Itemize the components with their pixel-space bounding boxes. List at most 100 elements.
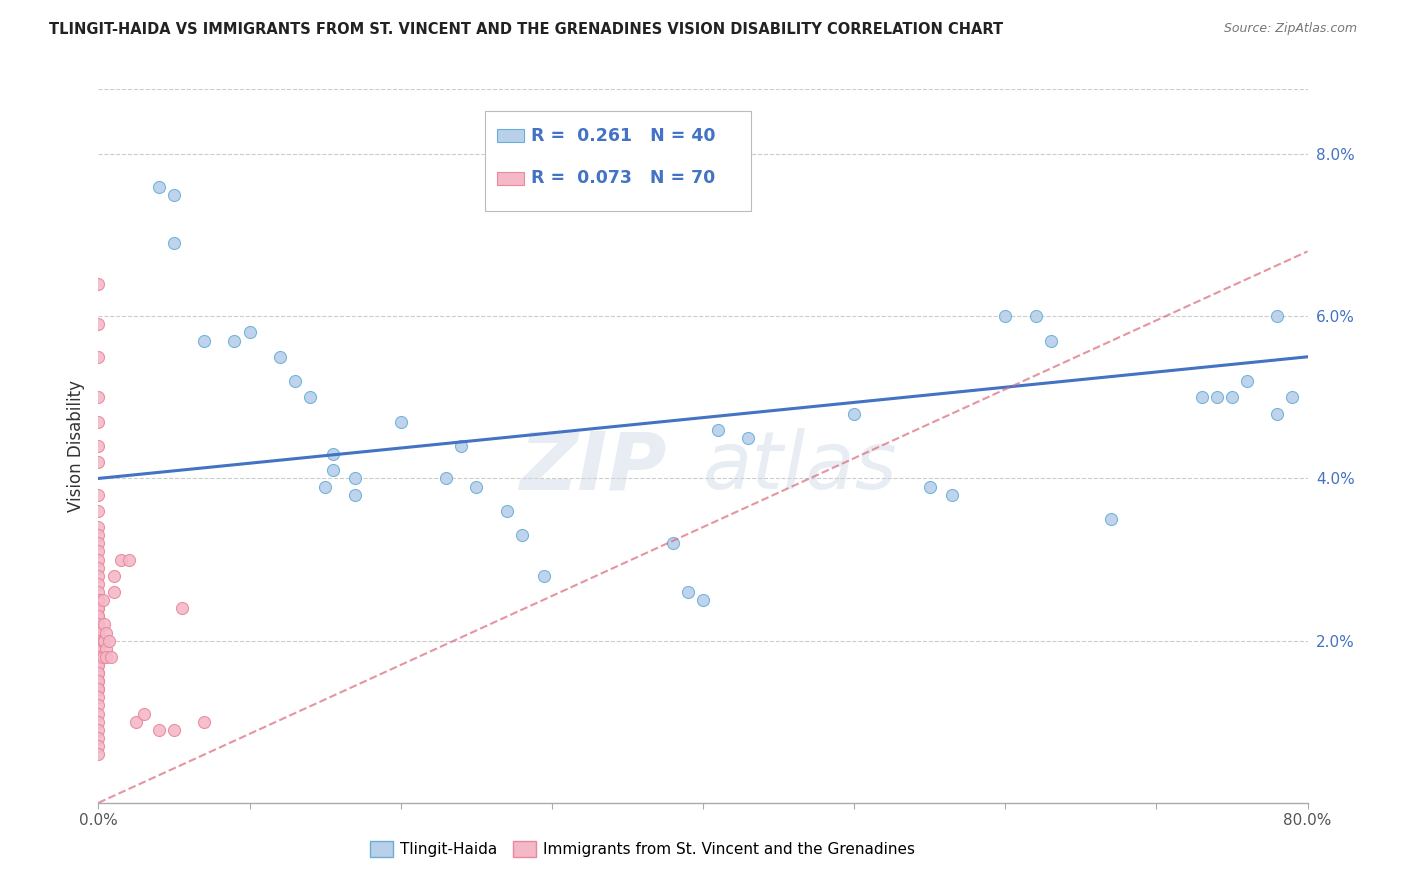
Point	[87, 625, 110, 640]
Y-axis label: Vision Disability: Vision Disability	[66, 380, 84, 512]
Point	[322, 447, 344, 461]
Point	[224, 334, 246, 348]
Point	[87, 577, 110, 591]
Point	[163, 187, 186, 202]
Point	[87, 617, 110, 632]
Point	[87, 682, 110, 697]
Point	[87, 609, 110, 624]
Point	[87, 682, 110, 697]
Point	[269, 350, 291, 364]
Point	[1206, 390, 1229, 404]
Point	[941, 488, 963, 502]
Point	[87, 723, 110, 737]
Point	[87, 488, 110, 502]
Point	[510, 528, 533, 542]
Text: R =  0.261   N = 40: R = 0.261 N = 40	[531, 127, 716, 145]
Point	[434, 471, 457, 485]
Point	[87, 625, 110, 640]
Point	[103, 568, 125, 582]
Point	[87, 601, 110, 615]
Point	[87, 318, 110, 332]
Point	[87, 568, 110, 582]
Point	[87, 714, 110, 729]
Point	[87, 666, 110, 681]
Point	[1024, 310, 1046, 324]
Point	[87, 674, 110, 689]
Point	[389, 415, 412, 429]
Point	[91, 633, 114, 648]
Point	[87, 350, 110, 364]
Point	[1267, 310, 1289, 324]
Point	[1191, 390, 1213, 404]
Point	[495, 504, 517, 518]
Point	[87, 739, 110, 753]
Point	[87, 390, 110, 404]
Point	[1220, 390, 1243, 404]
Text: atlas: atlas	[703, 428, 898, 507]
Point	[87, 731, 110, 745]
Point	[87, 536, 110, 550]
Text: ZIP: ZIP	[519, 428, 666, 507]
Point	[87, 277, 110, 291]
Point	[125, 714, 148, 729]
Point	[132, 706, 155, 721]
Point	[918, 479, 941, 493]
Point	[87, 415, 110, 429]
Point	[87, 439, 110, 453]
Point	[87, 601, 110, 615]
Point	[87, 690, 110, 705]
FancyBboxPatch shape	[498, 129, 524, 142]
Point	[87, 649, 110, 664]
Point	[87, 666, 110, 681]
Point	[87, 585, 110, 599]
Point	[87, 528, 110, 542]
Point	[737, 431, 759, 445]
Point	[163, 236, 186, 251]
Point	[87, 520, 110, 534]
Point	[118, 552, 141, 566]
Point	[87, 641, 110, 656]
Point	[163, 723, 186, 737]
Point	[1267, 407, 1289, 421]
Point	[93, 617, 115, 632]
Point	[676, 585, 699, 599]
Text: TLINGIT-HAIDA VS IMMIGRANTS FROM ST. VINCENT AND THE GRENADINES VISION DISABILIT: TLINGIT-HAIDA VS IMMIGRANTS FROM ST. VIN…	[49, 22, 1004, 37]
Point	[94, 641, 117, 656]
Point	[1236, 374, 1258, 388]
Point	[450, 439, 472, 453]
Point	[322, 463, 344, 477]
Point	[87, 593, 110, 607]
Point	[100, 649, 122, 664]
Point	[87, 674, 110, 689]
Point	[170, 601, 193, 615]
Point	[314, 479, 336, 493]
Text: Source: ZipAtlas.com: Source: ZipAtlas.com	[1223, 22, 1357, 36]
Point	[87, 633, 110, 648]
Point	[844, 407, 866, 421]
Point	[87, 552, 110, 566]
Text: R =  0.073   N = 70: R = 0.073 N = 70	[531, 169, 716, 187]
Point	[299, 390, 322, 404]
Point	[87, 747, 110, 761]
Point	[87, 633, 110, 648]
Point	[87, 641, 110, 656]
Point	[994, 310, 1017, 324]
Point	[533, 568, 555, 582]
Point	[661, 536, 683, 550]
Point	[148, 179, 170, 194]
Point	[87, 698, 110, 713]
Point	[87, 617, 110, 632]
FancyBboxPatch shape	[485, 111, 751, 211]
Point	[98, 633, 121, 648]
Point	[87, 706, 110, 721]
Point	[1281, 390, 1303, 404]
Point	[239, 326, 262, 340]
Point	[91, 649, 114, 664]
Point	[87, 609, 110, 624]
Point	[91, 593, 114, 607]
Point	[344, 488, 367, 502]
Point	[87, 455, 110, 469]
Point	[193, 334, 215, 348]
Point	[87, 504, 110, 518]
Point	[1099, 512, 1122, 526]
